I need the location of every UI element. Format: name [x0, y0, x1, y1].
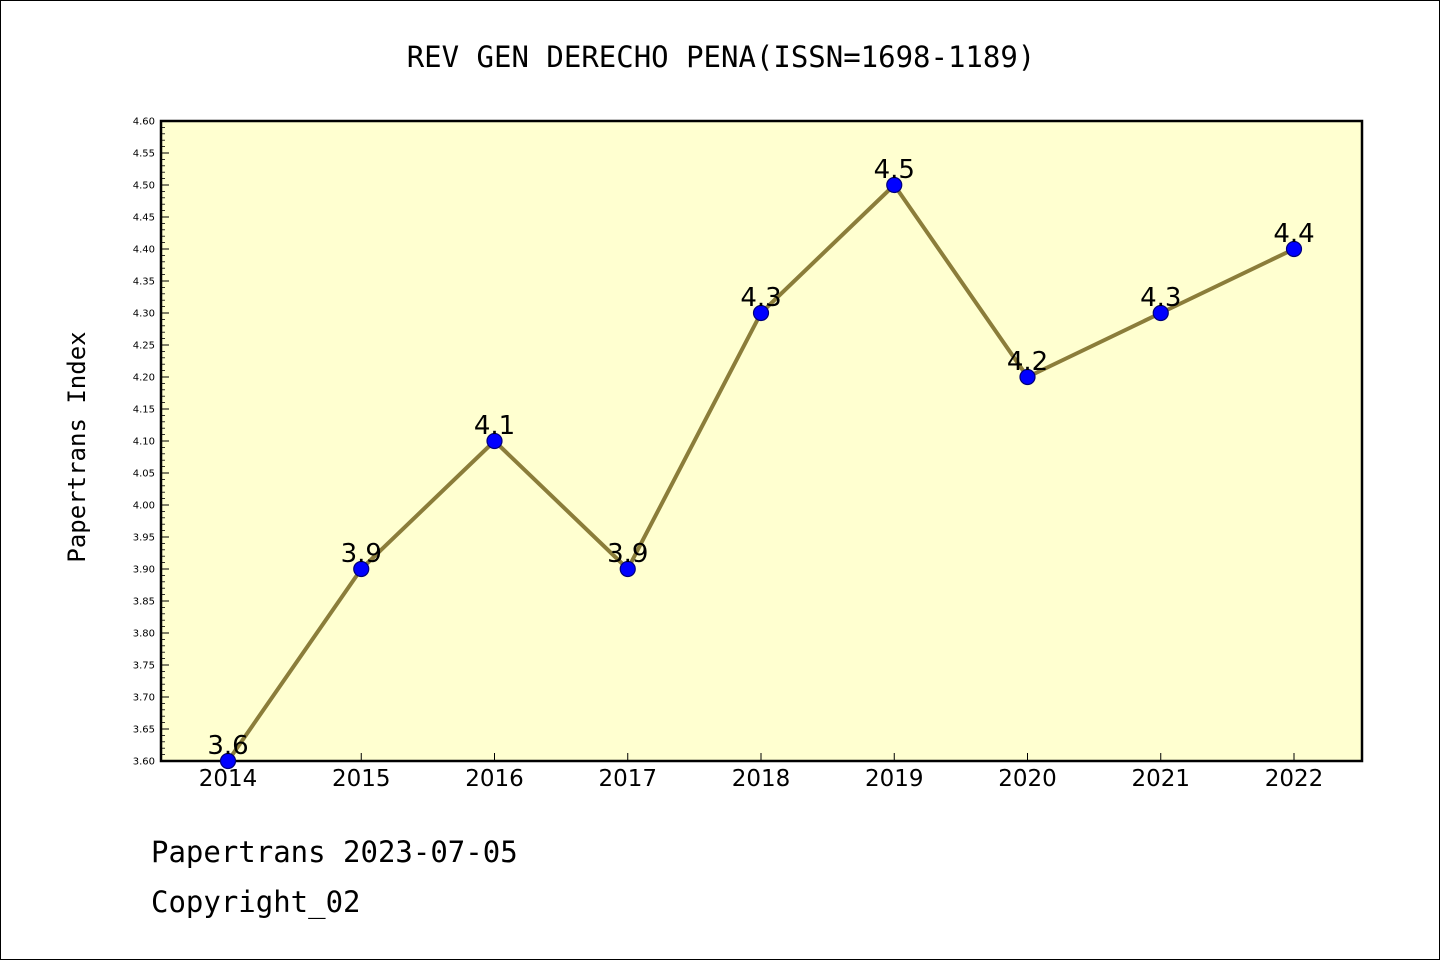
y-tick-label: 3.90 — [133, 565, 155, 576]
y-tick-label: 4.40 — [133, 245, 155, 256]
data-point — [619, 560, 636, 578]
data-label: 4.1 — [474, 411, 515, 441]
y-tick-label: 4.30 — [133, 309, 155, 320]
y-tick-label: 4.20 — [133, 373, 155, 384]
y-tick-label: 4.25 — [133, 341, 155, 352]
y-tick-label: 4.60 — [133, 117, 155, 128]
y-tick-label: 4.45 — [133, 213, 155, 224]
series-points — [219, 176, 1303, 770]
data-point — [752, 304, 770, 322]
x-tick-label: 2019 — [865, 766, 924, 792]
data-point — [219, 752, 237, 770]
y-tick-label: 3.65 — [133, 725, 155, 736]
y-tick-label: 4.00 — [133, 501, 155, 512]
data-label: 3.6 — [207, 731, 248, 761]
x-tick-label: 2018 — [732, 766, 791, 792]
y-tick-label: 3.95 — [133, 533, 155, 544]
y-tick-label: 3.75 — [133, 661, 155, 672]
data-label: 4.3 — [740, 283, 781, 313]
data-point — [1152, 304, 1169, 322]
data-point — [1285, 240, 1303, 258]
y-tick-label: 4.05 — [133, 469, 155, 480]
x-tick-label: 2016 — [465, 766, 524, 792]
y-tick-label: 3.80 — [133, 629, 155, 640]
data-label: 4.3 — [1140, 283, 1181, 313]
footer-copyright: Copyright_02 — [151, 885, 361, 919]
y-tick-label: 3.70 — [133, 693, 155, 704]
chart-title: REV GEN DERECHO PENA(ISSN=1698-1189) — [407, 40, 1036, 74]
x-tick-label: 2020 — [998, 766, 1057, 792]
data-label: 4.5 — [874, 155, 915, 185]
y-tick-label: 3.85 — [133, 597, 155, 608]
data-point — [1019, 368, 1036, 386]
data-labels: 3.6 3.9 4.1 3.9 4.3 4.5 4.2 4.3 4.4 — [207, 155, 1314, 761]
x-axis: 2014 2015 2016 2017 2018 2019 2020 2021 2022 — [199, 753, 1324, 792]
x-tick-label: 2021 — [1131, 766, 1190, 792]
y-tick-label: 4.50 — [133, 181, 155, 192]
y-tick-label: 4.10 — [133, 437, 155, 448]
data-point — [486, 432, 503, 450]
footer-date: Papertrans 2023-07-05 — [151, 835, 518, 869]
y-tick-label: 3.60 — [133, 757, 155, 768]
data-point — [353, 560, 370, 578]
x-tick-label: 2017 — [598, 766, 657, 792]
data-label: 4.2 — [1007, 347, 1048, 377]
plot-area — [159, 119, 1364, 763]
data-point — [886, 176, 903, 194]
y-tick-label: 4.55 — [133, 149, 155, 160]
data-label: 4.4 — [1273, 219, 1314, 249]
y-tick-label: 4.15 — [133, 405, 155, 416]
y-axis: 3.60 3.65 3.70 3.75 3.80 3.85 3.90 3.95 4.00 4.05… — [133, 117, 169, 768]
data-label: 3.9 — [607, 539, 648, 569]
x-tick-label: 2022 — [1265, 766, 1324, 792]
x-tick-label: 2015 — [332, 766, 391, 792]
x-tick-label: 2014 — [199, 766, 258, 792]
data-label: 3.9 — [341, 539, 382, 569]
y-axis-label: Papertrans Index — [63, 331, 91, 562]
y-tick-label: 4.35 — [133, 277, 155, 288]
